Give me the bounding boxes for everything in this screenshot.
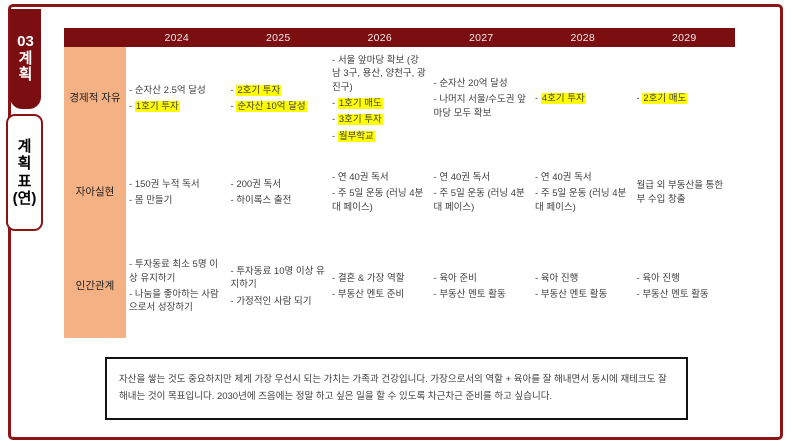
plan-item: 월급 외 부동산을 통한 부 수입 창출 <box>636 180 724 205</box>
plan-item: - 부동산 멘토 활동 <box>535 289 608 300</box>
plan-item: - 순자산 2.5억 달성 <box>129 84 206 96</box>
plan-item: - 나머지 서울/수도권 앞마당 모두 확보 <box>433 94 526 119</box>
plan-item: - 부동산 멘토 준비 <box>332 289 405 300</box>
highlight-mark: 순자산 10억 달성 <box>236 101 307 112</box>
plan-item: - 연 40권 독서 <box>535 171 592 183</box>
plan-cell: - 200권 독서 - 하이록스 출전 <box>228 150 330 235</box>
plan-sheet-tab-line: 표 <box>17 172 32 190</box>
plan-cell: - 4호기 투자 <box>532 47 634 150</box>
plan-item: - 나눔을 좋아하는 사람으로서 성장하기 <box>129 289 219 314</box>
plan-cell: - 육아 진행 - 부동산 멘토 활동 <box>532 235 634 338</box>
plan-item: - 서울 앞마당 확보 (강남 3구, 용산, 양천구, 광진구) <box>332 54 426 93</box>
highlight-mark: 4호기 투자 <box>540 92 586 104</box>
plan-item: - 육아 진행 <box>535 272 579 284</box>
plan-item: - 1호기 투자 <box>129 101 180 112</box>
plan-sheet-tab-line: (연) <box>12 189 37 207</box>
plan-sheet-tab: 계 획 표 (연) <box>6 114 43 231</box>
year-header-row: 2024 2025 2026 2027 2028 2029 <box>64 28 735 47</box>
row-label: 경제적 자유 <box>64 47 126 150</box>
plan-cell: - 연 40권 독서 - 주 5일 운동 (러닝 4분 대 페이스) <box>329 150 431 235</box>
plan-item: - 순자산 20억 달성 <box>433 77 508 89</box>
plan-item: - 순자산 10억 달성 <box>230 101 307 112</box>
plan-cell: - 순자산 2.5억 달성 - 1호기 투자 <box>126 47 228 150</box>
plan-cell: - 육아 진행 - 부동산 멘토 활동 <box>634 235 736 338</box>
highlight-mark: 1호기 매도 <box>337 98 383 109</box>
plan-cell: - 투자동료 최소 5명 이상 유지하기 - 나눔을 좋아하는 사람으로서 성장하… <box>126 235 228 338</box>
yearly-plan-table: 2024 2025 2026 2027 2028 2029 경제적 자유 - 순자… <box>64 28 735 338</box>
plan-item: - 가정적인 사람 되기 <box>230 295 312 307</box>
plan-cell: - 순자산 20억 달성 - 나머지 서울/수도권 앞마당 모두 확보 <box>431 47 533 150</box>
section-tab-03-plan: 03 계 획 <box>10 9 41 109</box>
note-box: 자산을 쌓는 것도 중요하지만 제게 가장 우선시 되는 가치는 가족과 건강입… <box>105 357 688 420</box>
header-corner <box>64 28 126 47</box>
plan-cell: - 2호기 투자 - 순자산 10억 달성 <box>228 47 330 150</box>
plan-row: 자아실현 - 150권 누적 독서 - 몸 만들기 - 200권 독서 - 하이록스 출… <box>64 150 735 235</box>
plan-item: - 투자동료 최소 5명 이상 유지하기 <box>129 259 218 284</box>
highlight-mark: 3호기 투자 <box>337 114 383 126</box>
highlight-mark: 2호기 투자 <box>236 84 282 96</box>
year-header-2028: 2028 <box>570 31 596 44</box>
plan-item: - 연 40권 독서 <box>332 171 389 183</box>
plan-item: - 부동산 멘토 활동 <box>433 289 506 300</box>
plan-item: - 월부학교 <box>332 130 375 142</box>
year-header-2029: 2029 <box>671 31 697 44</box>
plan-item: - 주 5일 운동 (러닝 4분 대 페이스) <box>433 188 525 213</box>
plan-cell: - 서울 앞마당 확보 (강남 3구, 용산, 양천구, 광진구) - 1호기 매… <box>329 47 431 150</box>
plan-item: - 2호기 매도 <box>636 92 688 104</box>
plan-sheet-tab-line: 획 <box>17 155 32 173</box>
plan-row: 인간관계 - 투자동료 최소 5명 이상 유지하기 - 나눔을 좋아하는 사람으로서… <box>64 235 735 338</box>
plan-item: - 주 5일 운동 (러닝 4분 대 페이스) <box>332 188 424 213</box>
highlight-mark: 1호기 투자 <box>134 101 180 112</box>
section-tab-line: 03 <box>17 32 34 50</box>
plan-cell: - 결혼 & 가장 역할 - 부동산 멘토 준비 <box>329 235 431 338</box>
highlight-mark: 월부학교 <box>337 130 375 142</box>
section-tab-line: 획 <box>18 66 33 84</box>
plan-cell: - 연 40권 독서 - 주 5일 운동 (러닝 4분 대 페이스) <box>532 150 634 235</box>
plan-item: - 4호기 투자 <box>535 92 586 104</box>
note-text: 자산을 쌓는 것도 중요하지만 제게 가장 우선시 되는 가치는 가족과 건강입… <box>119 373 667 402</box>
section-tab-line: 계 <box>18 49 33 67</box>
plan-item: - 1호기 매도 <box>332 98 383 109</box>
highlight-mark: 2호기 매도 <box>642 92 688 104</box>
year-header-2025: 2025 <box>265 31 291 44</box>
row-label: 자아실현 <box>64 150 126 235</box>
plan-cell: - 연 40권 독서 - 주 5일 운동 (러닝 4분 대 페이스) <box>431 150 533 235</box>
plan-item: - 연 40권 독서 <box>433 171 491 183</box>
plan-item: - 3호기 투자 <box>332 114 383 126</box>
plan-item: - 육아 진행 <box>636 272 680 284</box>
year-header-2024: 2024 <box>164 31 190 44</box>
plan-item: - 하이록스 출전 <box>230 195 292 206</box>
plan-item: - 200권 독서 <box>230 178 282 190</box>
plan-item: - 투자동료 10명 이상 유지하기 <box>230 265 325 291</box>
plan-cell: - 육아 준비 - 부동산 멘토 활동 <box>431 235 533 338</box>
row-label: 인간관계 <box>64 235 126 338</box>
plan-item: - 주 5일 운동 (러닝 4분 대 페이스) <box>535 188 627 213</box>
plan-item: - 150권 누적 독서 <box>129 178 200 190</box>
year-header-2027: 2027 <box>468 31 494 44</box>
plan-item: - 부동산 멘토 활동 <box>636 289 709 300</box>
plan-item: - 몸 만들기 <box>129 195 173 206</box>
plan-item: - 결혼 & 가장 역할 <box>332 272 405 284</box>
plan-cell: - 2호기 매도 <box>634 47 736 150</box>
plan-sheet-tab-line: 계 <box>17 138 32 155</box>
year-header-2026: 2026 <box>367 31 393 44</box>
plan-item: - 육아 준비 <box>433 272 477 284</box>
plan-cell: 월급 외 부동산을 통한 부 수입 창출 <box>634 150 736 235</box>
plan-cell: - 150권 누적 독서 - 몸 만들기 <box>126 150 228 235</box>
plan-row: 경제적 자유 - 순자산 2.5억 달성 - 1호기 투자 - 2호기 투자 - 순자산… <box>64 47 735 150</box>
plan-table-body: 경제적 자유 - 순자산 2.5억 달성 - 1호기 투자 - 2호기 투자 - 순자산… <box>64 47 735 338</box>
plan-cell: - 투자동료 10명 이상 유지하기 - 가정적인 사람 되기 <box>228 235 330 338</box>
plan-item: - 2호기 투자 <box>230 84 282 96</box>
